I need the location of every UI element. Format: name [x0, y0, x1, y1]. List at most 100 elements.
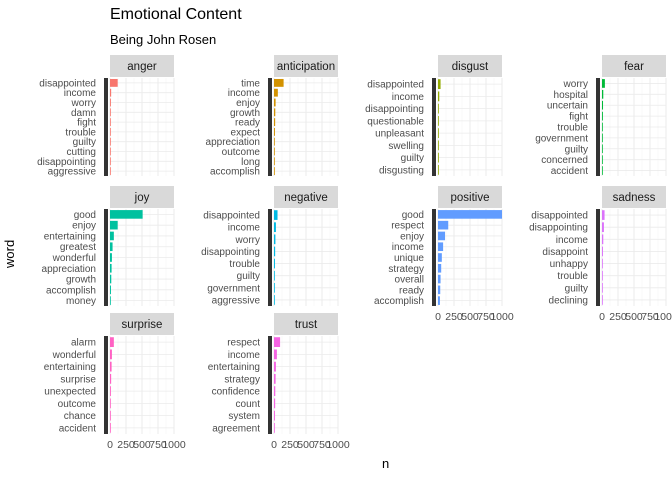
bar	[602, 222, 604, 233]
bar	[110, 263, 112, 273]
bar	[274, 337, 281, 348]
bar	[602, 79, 605, 88]
y-tick-label: income	[392, 92, 425, 103]
facet-strip	[110, 186, 174, 208]
bar	[438, 220, 449, 230]
y-tick-label: accomplish	[374, 296, 424, 307]
y-tick-label: income	[228, 223, 261, 234]
x-tick-label: 250	[445, 311, 463, 323]
bar	[110, 398, 111, 409]
y-tick-label: unhappy	[550, 259, 588, 270]
bar	[110, 137, 111, 146]
bar	[602, 155, 603, 165]
bar	[274, 222, 276, 233]
x-tick-label: 750	[641, 311, 659, 323]
y-tick-label: appreciation	[206, 137, 260, 148]
y-tick-label: disappointed	[39, 78, 96, 89]
facet-label: sadness	[613, 192, 656, 204]
y-tick-label: overall	[395, 275, 424, 286]
bar	[602, 100, 604, 110]
y-tick-label: enjoy	[400, 231, 424, 242]
bar	[602, 111, 603, 121]
bar	[110, 147, 111, 156]
y-tick-marks	[268, 78, 272, 176]
bar	[274, 127, 275, 136]
y-tick-label: swelling	[388, 141, 424, 152]
y-tick-label: aggressive	[48, 167, 97, 178]
bar	[274, 157, 275, 166]
bar	[274, 258, 275, 269]
y-tick-label: accomplish	[46, 285, 96, 296]
bar	[602, 144, 603, 154]
y-tick-label: system	[228, 411, 260, 422]
y-tick-label: guilty	[565, 283, 588, 294]
bar	[274, 398, 276, 409]
bar	[110, 210, 143, 219]
y-tick-label: alarm	[71, 338, 96, 349]
facet-strip	[602, 55, 666, 77]
chart-title: Emotional Content	[110, 6, 242, 23]
x-tick-label: 1000	[654, 311, 672, 323]
y-tick-label: ready	[235, 118, 260, 129]
y-tick-label: declining	[549, 295, 588, 306]
y-tick-label: money	[66, 296, 96, 307]
y-tick-label: hospital	[554, 90, 588, 101]
bar	[110, 108, 111, 117]
facet-strip	[438, 186, 502, 208]
y-tick-label: accident	[551, 166, 588, 177]
bar	[110, 231, 114, 241]
y-tick-label: income	[228, 350, 261, 361]
bar	[274, 78, 284, 87]
bar	[438, 285, 441, 295]
facet-strip	[438, 55, 502, 77]
y-tick-label: disgusting	[379, 165, 424, 176]
facet-label: anticipation	[277, 61, 335, 73]
bar	[438, 140, 439, 151]
y-tick-marks	[104, 336, 108, 434]
bar	[110, 253, 112, 262]
y-tick-label: confidence	[212, 387, 261, 398]
y-tick-label: trouble	[557, 123, 588, 134]
bar	[274, 210, 278, 220]
bar	[438, 253, 442, 262]
bar	[438, 242, 444, 252]
bar	[602, 122, 603, 132]
bar	[438, 210, 502, 219]
y-tick-label: guilty	[401, 153, 424, 164]
facet-strip	[274, 313, 338, 335]
bar	[110, 274, 112, 284]
bar	[602, 89, 604, 99]
bar	[438, 274, 441, 284]
bar	[110, 337, 114, 348]
facet-label: anger	[127, 61, 157, 73]
y-tick-label: accomplish	[210, 167, 260, 178]
bar	[274, 282, 275, 293]
y-tick-label: accident	[59, 423, 96, 434]
bar	[110, 410, 111, 421]
y-tick-label: income	[556, 235, 589, 246]
facet-label: joy	[134, 192, 150, 204]
y-tick-label: guilty	[73, 137, 96, 148]
y-tick-label: fight	[77, 118, 96, 129]
bar	[438, 91, 440, 102]
bar	[274, 167, 275, 176]
bar	[274, 422, 275, 433]
bar	[602, 210, 605, 220]
bar	[274, 118, 276, 127]
bar	[438, 164, 439, 175]
bar	[110, 78, 118, 87]
y-tick-marks	[268, 336, 272, 434]
y-tick-label: outcome	[222, 147, 261, 158]
bar	[110, 127, 111, 136]
bar	[274, 234, 276, 245]
y-tick-label: chance	[64, 411, 97, 422]
y-tick-label: unexpected	[44, 387, 96, 398]
y-tick-marks	[596, 209, 600, 306]
y-tick-label: trouble	[65, 127, 96, 138]
bar	[438, 231, 446, 241]
y-tick-label: guilty	[565, 144, 588, 155]
y-tick-label: good	[74, 210, 96, 221]
x-tick-label: 500	[133, 439, 151, 451]
y-tick-label: disappointing	[201, 247, 260, 258]
y-tick-label: greatest	[60, 242, 96, 253]
